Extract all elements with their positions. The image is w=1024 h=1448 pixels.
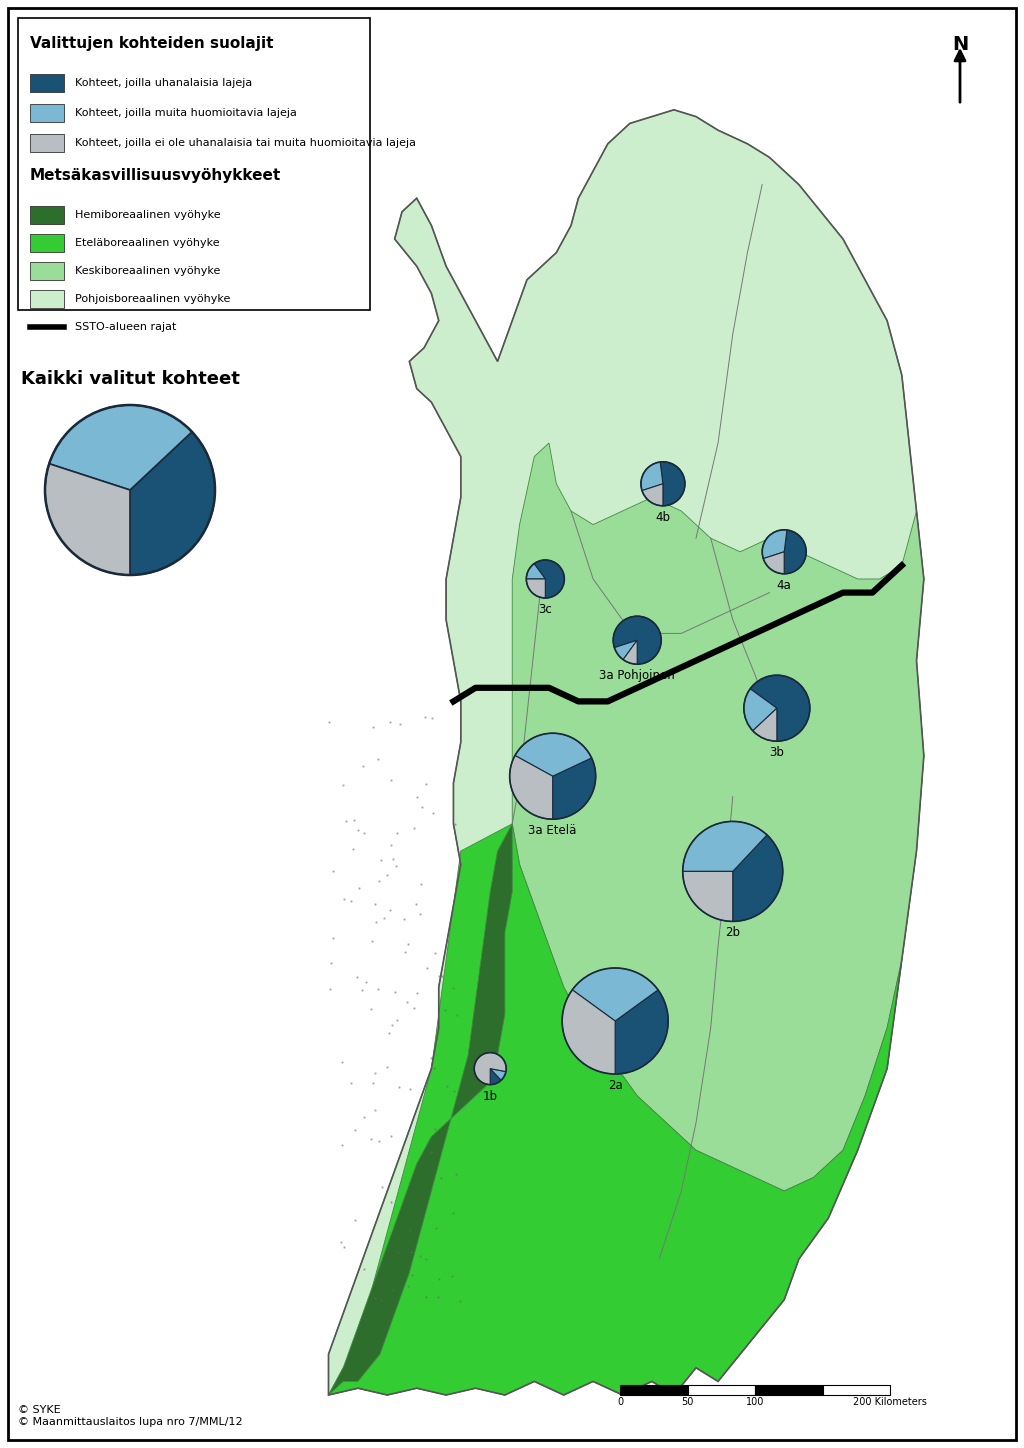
Text: Eteläboreaalinen vyöhyke: Eteläboreaalinen vyöhyke: [75, 237, 219, 248]
Bar: [30, 206, 63, 224]
Text: N: N: [952, 35, 968, 54]
Bar: [620, 1384, 687, 1394]
Text: 3b: 3b: [769, 746, 784, 759]
Text: Metsäkasvillisuusvyöhykkeet: Metsäkasvillisuusvyöhykkeet: [30, 168, 282, 182]
Bar: [687, 1384, 755, 1394]
Wedge shape: [562, 990, 615, 1074]
Wedge shape: [660, 462, 685, 505]
Text: 4b: 4b: [655, 511, 671, 524]
Polygon shape: [329, 110, 924, 1394]
Bar: [30, 104, 63, 122]
Text: Kaikki valitut kohteet: Kaikki valitut kohteet: [20, 371, 240, 388]
Wedge shape: [526, 579, 546, 598]
Wedge shape: [762, 530, 787, 559]
Text: © SYKE
© Maanmittauslaitos lupa nro 7/MML/12: © SYKE © Maanmittauslaitos lupa nro 7/MM…: [18, 1405, 243, 1426]
Text: 2a: 2a: [608, 1079, 623, 1092]
Text: 1b: 1b: [482, 1089, 498, 1102]
Wedge shape: [623, 640, 637, 665]
Wedge shape: [474, 1053, 506, 1085]
Bar: [30, 74, 63, 93]
Bar: [30, 135, 63, 152]
Wedge shape: [683, 821, 767, 872]
Bar: [822, 1384, 890, 1394]
Text: 3c: 3c: [539, 602, 552, 615]
Text: 2b: 2b: [725, 927, 740, 940]
Text: Hemiboreaalinen vyöhyke: Hemiboreaalinen vyöhyke: [75, 210, 220, 220]
Wedge shape: [45, 463, 130, 575]
Text: Kohteet, joilla uhanalaisia lajeja: Kohteet, joilla uhanalaisia lajeja: [75, 78, 252, 88]
Bar: [18, 17, 370, 310]
Bar: [755, 1384, 822, 1394]
Wedge shape: [526, 563, 546, 579]
Wedge shape: [683, 872, 733, 921]
Wedge shape: [763, 552, 784, 573]
Wedge shape: [515, 733, 592, 776]
Wedge shape: [572, 969, 658, 1021]
Wedge shape: [641, 462, 663, 491]
Text: Valittujen kohteiden suolajit: Valittujen kohteiden suolajit: [30, 36, 273, 51]
Wedge shape: [49, 405, 191, 489]
Text: 50: 50: [681, 1397, 693, 1407]
Wedge shape: [753, 708, 777, 741]
Wedge shape: [743, 689, 777, 731]
Wedge shape: [535, 560, 564, 598]
Wedge shape: [490, 1069, 501, 1085]
Text: Keskiboreaalinen vyöhyke: Keskiboreaalinen vyöhyke: [75, 266, 220, 277]
Text: Kohteet, joilla muita huomioitavia lajeja: Kohteet, joilla muita huomioitavia lajej…: [75, 109, 297, 117]
Text: 200 Kilometers: 200 Kilometers: [853, 1397, 927, 1407]
Text: 100: 100: [745, 1397, 764, 1407]
Text: Pohjoisboreaalinen vyöhyke: Pohjoisboreaalinen vyöhyke: [75, 294, 230, 304]
Text: 3a Etelä: 3a Etelä: [528, 824, 577, 837]
Wedge shape: [130, 432, 215, 575]
Text: 4a: 4a: [777, 579, 792, 592]
Wedge shape: [613, 617, 662, 665]
Polygon shape: [329, 824, 512, 1394]
Wedge shape: [553, 757, 596, 820]
Bar: [30, 235, 63, 252]
Polygon shape: [512, 443, 924, 1192]
Wedge shape: [642, 484, 663, 505]
Wedge shape: [510, 756, 553, 820]
Wedge shape: [615, 990, 668, 1074]
Text: 3a Pohjoinen: 3a Pohjoinen: [599, 669, 675, 682]
Wedge shape: [751, 675, 810, 741]
Wedge shape: [784, 530, 806, 573]
Wedge shape: [733, 835, 782, 921]
Text: 0: 0: [616, 1397, 623, 1407]
Wedge shape: [614, 640, 637, 660]
Polygon shape: [329, 824, 902, 1394]
Wedge shape: [490, 1069, 506, 1080]
Bar: [30, 262, 63, 279]
Bar: [30, 290, 63, 308]
Text: Kohteet, joilla ei ole uhanalaisia tai muita huomioitavia lajeja: Kohteet, joilla ei ole uhanalaisia tai m…: [75, 138, 416, 148]
Text: SSTO-alueen rajat: SSTO-alueen rajat: [75, 321, 176, 332]
